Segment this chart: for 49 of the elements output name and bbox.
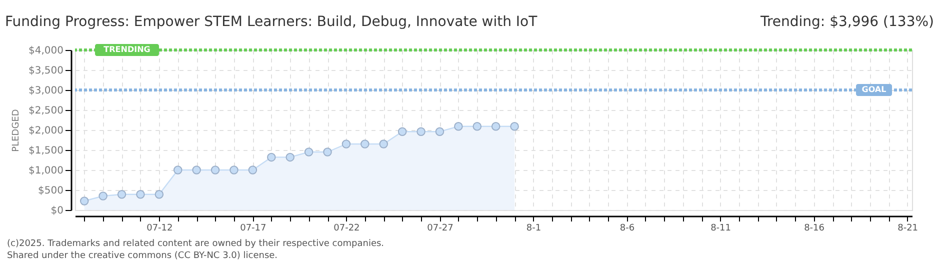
- point: [174, 166, 182, 174]
- x-tick-label: 8-16: [804, 224, 825, 234]
- ref-line-label: TRENDING: [104, 45, 150, 54]
- y-tick-label: $3,000: [28, 86, 64, 96]
- chart-title: Funding Progress: Empower STEM Learners: Build, Debug, Innovate with IoT: [5, 14, 538, 30]
- point: [379, 140, 388, 148]
- y-tick-label: $4,000: [28, 46, 64, 56]
- x-tick-label: 8-21: [898, 224, 918, 234]
- point: [304, 148, 314, 156]
- x-tick-label: 07-22: [334, 224, 360, 234]
- text: Shared under the creative commons (CC BY-NC 3.0) license.: [7, 251, 278, 261]
- x-tick-label: 8-6: [620, 224, 635, 234]
- point: [286, 152, 294, 162]
- point: [136, 190, 145, 199]
- x-tick-label: 8-1: [526, 224, 542, 234]
- point: [323, 148, 332, 156]
- point: [454, 122, 463, 131]
- point: [398, 127, 407, 136]
- y-tick-label: $1,000: [28, 166, 64, 176]
- chart-subtitle: Trending: $3,996 (133%): [759, 14, 934, 30]
- y-tick-label: $0: [50, 206, 64, 216]
- point: [230, 166, 238, 174]
- point: [510, 122, 519, 131]
- point: [154, 190, 164, 199]
- y-tick-label: $3,500: [28, 66, 64, 76]
- point: [491, 122, 500, 131]
- text: (c)2025. Trademarks and related content are owned by their respective companies.: [7, 239, 384, 249]
- ref-line-label: GOAL: [862, 85, 886, 94]
- point: [80, 196, 89, 206]
- y-tick-label: $500: [38, 186, 64, 196]
- point: [210, 166, 220, 174]
- point: [472, 122, 482, 131]
- y-axis-title: PLEDGED: [12, 109, 22, 152]
- point: [117, 190, 126, 199]
- x-tick-label: 8-11: [710, 224, 732, 234]
- point: [267, 152, 276, 162]
- point: [248, 166, 258, 174]
- point: [435, 127, 444, 136]
- point: [360, 140, 370, 148]
- x-tick-label: 07-17: [240, 224, 266, 234]
- y-tick-label: $1,500: [28, 146, 64, 156]
- point: [416, 127, 426, 136]
- y-tick-label: $2,000: [28, 126, 64, 136]
- point: [192, 166, 201, 174]
- x-tick-label: 07-12: [146, 224, 173, 234]
- y-tick-label: $2,500: [28, 106, 64, 116]
- point: [98, 192, 108, 200]
- point: [342, 140, 351, 148]
- x-tick-label: 07-27: [427, 224, 454, 234]
